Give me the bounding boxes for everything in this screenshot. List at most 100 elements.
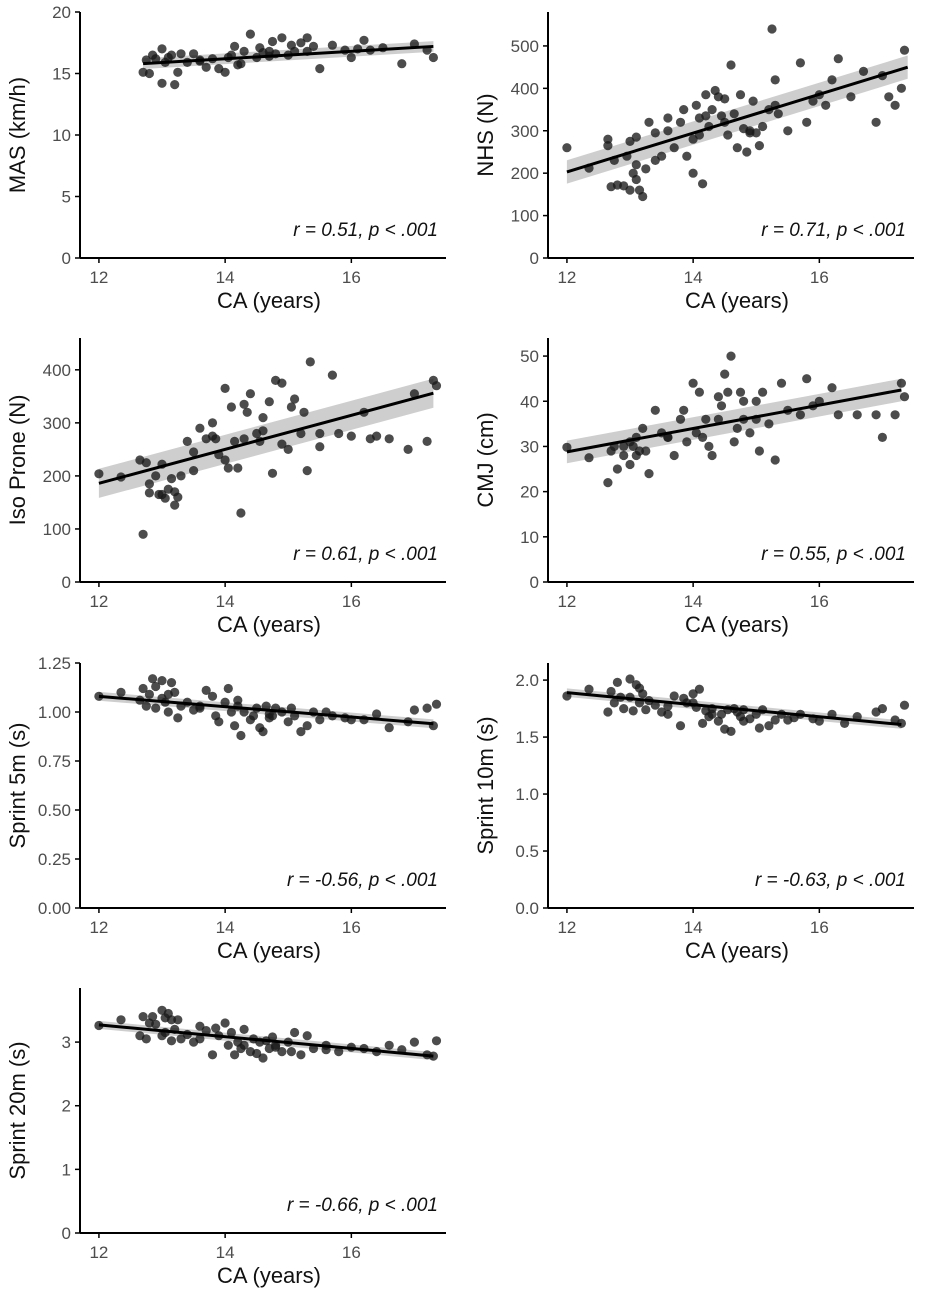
chart-panel-6: 0.0 0.5 1.0 1.5 2.0 12 14 16 CA (years) Sprint 10… [473, 663, 914, 963]
data-point [669, 143, 679, 153]
data-point [770, 75, 780, 85]
regression-line [98, 694, 434, 726]
data-point [148, 50, 158, 60]
data-point [157, 489, 167, 500]
x-tick-label: 16 [342, 268, 361, 287]
data-point [606, 686, 616, 697]
data-point [562, 442, 572, 452]
y-tick-label: 0 [62, 573, 71, 592]
data-point [372, 431, 382, 441]
data-point [239, 1024, 249, 1034]
data-point [286, 703, 296, 713]
data-point [688, 168, 698, 178]
data-point [201, 1026, 211, 1036]
data-point [619, 441, 629, 451]
data-point [698, 432, 708, 442]
data-point [207, 691, 218, 701]
data-point [290, 394, 300, 404]
data-point [346, 52, 356, 63]
data-point [698, 718, 708, 729]
y-tick-label: 0 [62, 1224, 71, 1243]
data-point [628, 706, 638, 716]
data-point [334, 1047, 344, 1057]
data-point [701, 111, 711, 121]
data-point [296, 38, 306, 48]
data-point [745, 128, 755, 138]
data-point [258, 413, 268, 423]
data-point [669, 691, 679, 701]
data-point [770, 715, 780, 725]
data-point [704, 441, 714, 451]
data-point [166, 1015, 177, 1025]
data-point [116, 1015, 126, 1025]
data-point [638, 423, 648, 433]
data-point [795, 410, 806, 420]
data-point [603, 141, 613, 151]
data-point [650, 700, 660, 710]
data-point [296, 727, 306, 737]
data-point [729, 109, 739, 119]
data-point [739, 396, 749, 406]
y-tick-label: 15 [52, 65, 71, 84]
data-point [628, 441, 638, 451]
y-tick-label: 500 [511, 37, 539, 56]
data-point [176, 471, 186, 481]
data-point [808, 96, 818, 106]
data-point [770, 455, 780, 465]
y-tick-label: 50 [520, 347, 539, 366]
data-point [603, 478, 613, 488]
data-point [233, 695, 243, 705]
data-point [641, 164, 651, 174]
data-point [409, 1037, 419, 1047]
data-point [858, 66, 869, 76]
data-point [207, 418, 218, 428]
data-point [720, 369, 730, 379]
data-point [299, 407, 309, 417]
data-point [144, 68, 154, 79]
data-point [754, 723, 765, 733]
y-tick-label: 0.50 [38, 801, 71, 820]
data-point [151, 471, 161, 481]
data-point [758, 387, 768, 397]
data-point [682, 151, 692, 161]
data-point [631, 450, 641, 461]
y-tick-label: 10 [520, 528, 539, 547]
data-point [701, 90, 711, 100]
data-point [346, 431, 356, 441]
data-point [802, 117, 812, 127]
data-point [315, 64, 325, 74]
data-point [170, 500, 180, 510]
data-point [283, 717, 293, 727]
data-point [207, 1050, 218, 1060]
data-point [657, 151, 667, 161]
chart-panel-5: 0.00 0.25 0.50 0.75 1.00 1.25 12 14 16 CA (years)… [5, 654, 446, 963]
data-point [302, 33, 312, 43]
data-point [871, 117, 881, 127]
y-tick-label: 1 [62, 1160, 71, 1179]
data-point [773, 109, 783, 119]
y-tick-label: 20 [520, 483, 539, 502]
data-point [236, 508, 246, 518]
data-point [679, 405, 689, 415]
data-point [802, 374, 812, 384]
data-point [732, 423, 742, 433]
data-point [302, 1031, 312, 1041]
data-point [751, 128, 761, 138]
data-point [315, 428, 325, 439]
data-point [562, 143, 572, 153]
data-point [814, 716, 824, 726]
x-axis-title: CA (years) [685, 938, 789, 963]
x-tick-label: 14 [216, 918, 235, 937]
data-point [720, 94, 730, 104]
regression-line [566, 691, 902, 727]
data-point [201, 685, 211, 696]
y-tick-label: 0 [530, 249, 539, 268]
data-point [625, 674, 635, 684]
data-point [707, 105, 717, 115]
data-point [641, 446, 651, 456]
data-point [431, 699, 442, 709]
data-point [195, 1034, 205, 1044]
data-point [726, 60, 736, 70]
